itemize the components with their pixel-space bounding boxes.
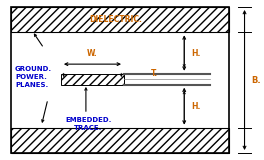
Text: GROUND.
POWER.
PLANES.: GROUND. POWER. PLANES. <box>15 66 52 88</box>
Bar <box>11 7 229 32</box>
Text: T.: T. <box>150 69 158 78</box>
Bar <box>11 128 229 153</box>
Bar <box>11 7 229 153</box>
Text: H.: H. <box>191 48 200 58</box>
Text: H.: H. <box>191 102 200 111</box>
Text: DIELECTRIC.: DIELECTRIC. <box>89 15 143 24</box>
Text: EMBEDDED.
TRACE.: EMBEDDED. TRACE. <box>65 117 112 131</box>
Bar <box>61 74 124 85</box>
Text: W.: W. <box>87 49 98 58</box>
Text: B.: B. <box>251 76 261 84</box>
